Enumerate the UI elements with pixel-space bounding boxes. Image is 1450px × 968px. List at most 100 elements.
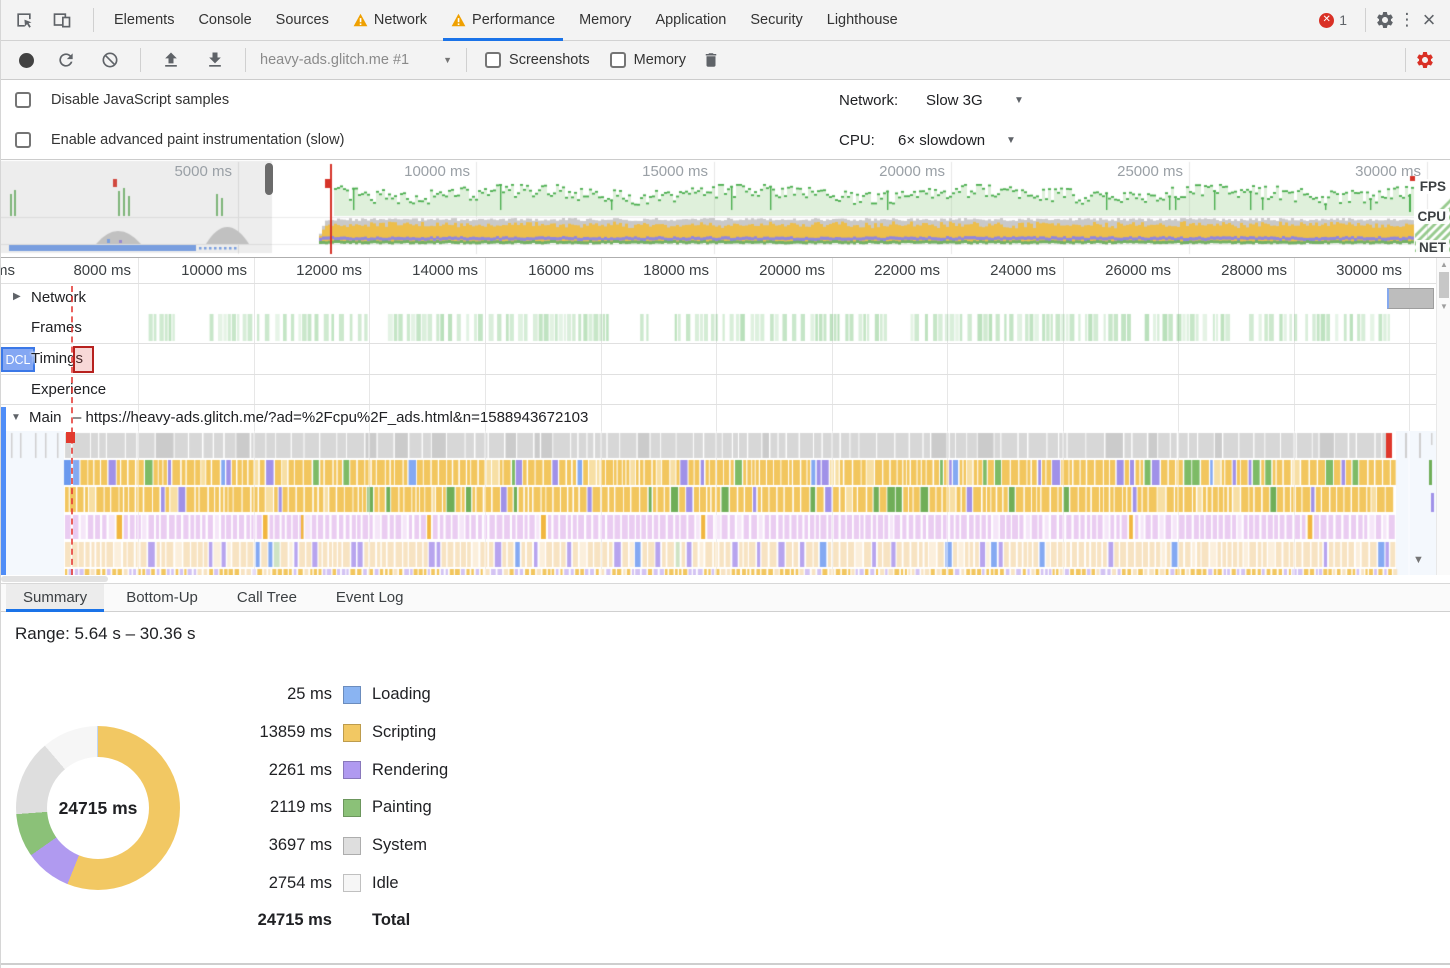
ruler-time-label: 16000 ms [528,262,594,279]
inspect-element-icon[interactable] [13,9,35,31]
dcl-badge-label: DCL [5,352,31,367]
tab-sources[interactable]: Sources [268,0,337,41]
legend-row-idle: 2754 ms Idle [1,864,461,902]
scrollbar-thumb[interactable] [1,576,108,582]
timeline-overview[interactable]: 5000 ms 10000 ms 15000 ms 20000 ms 25000… [1,160,1450,258]
time-gridline [1063,258,1064,575]
scroll-up-icon[interactable]: ▲ [1440,260,1448,269]
tab-application[interactable]: Application [647,0,734,41]
tab-performance[interactable]: Performance [443,0,564,41]
flame-scroll-down-icon[interactable]: ▼ [1413,554,1424,566]
disable-js-samples-row[interactable]: Disable JavaScript samples [1,92,229,108]
summary-range: Range: 5.64 s – 30.36 s [15,624,196,643]
tab-summary[interactable]: Summary [6,584,105,612]
warning-icon [353,13,368,27]
time-gridline [1178,258,1179,575]
profile-select[interactable]: heavy-ads.glitch.me #1 ▼ [254,52,458,68]
close-devtools-icon[interactable]: × [1422,7,1436,32]
network-throttle-select[interactable]: Slow 3G [926,91,983,109]
console-error-badge[interactable]: ✕ 1 [1319,12,1347,28]
divider [466,48,468,72]
timeline-tracks-pane[interactable]: ms 8000 ms 10000 ms 12000 ms 14000 ms 16… [1,258,1450,575]
time-gridline [138,258,139,575]
main-collapse-icon[interactable]: ▼ [11,412,21,423]
capture-settings-gear-icon[interactable] [1414,49,1436,71]
memory-checkbox-row[interactable]: Memory [609,52,686,68]
experience-track-label[interactable]: Experience [31,381,107,398]
advanced-paint-checkbox[interactable] [15,132,31,148]
advanced-paint-row[interactable]: Enable advanced paint instrumentation (s… [1,132,344,148]
tab-event-log[interactable]: Event Log [319,584,421,611]
donut-center-label: 24715 ms [47,757,149,859]
tab-security[interactable]: Security [742,0,810,41]
dcl-marker-badge[interactable]: DCL [1,347,35,372]
frames-track-canvas[interactable] [1,312,1450,343]
disable-js-samples-checkbox[interactable] [15,92,31,108]
summary-donut-chart: 24715 ms [16,726,180,890]
tab-lighthouse[interactable]: Lighthouse [819,0,906,41]
tab-label: Memory [579,12,632,28]
chevron-down-icon[interactable]: ▼ [1014,94,1024,106]
legend-value: 3697 ms [268,836,332,855]
tab-label: Elements [114,12,175,28]
legend-value: 13859 ms [259,723,332,742]
tab-network[interactable]: Network [345,0,435,41]
system-swatch [343,836,361,855]
overview-graph-canvas[interactable] [1,160,1450,257]
more-options-icon[interactable]: ⋮ [1398,10,1416,29]
ruler-time-label-clipped: ms [1,262,15,279]
device-toolbar-icon[interactable] [51,9,73,31]
legend-label: Scripting [372,723,437,742]
memory-checkbox[interactable] [609,52,626,68]
clear-recording-icon[interactable] [99,49,121,71]
cpu-throttle-select[interactable]: 6× slowdown [898,131,986,149]
time-gridline [1294,258,1295,575]
overview-time-label: 10000 ms [404,163,470,180]
screenshots-checkbox[interactable] [485,52,502,68]
tab-memory[interactable]: Memory [571,0,639,41]
network-track-label[interactable]: Network [31,289,87,306]
time-gridline [485,258,486,575]
fcp-marker-flag[interactable] [66,432,75,443]
timing-marker-box[interactable] [73,346,94,373]
record-button[interactable] [19,52,34,68]
main-track-label[interactable]: Main [29,409,62,426]
timings-track-label[interactable]: Timings [31,350,83,367]
divider [93,8,94,32]
tab-call-tree[interactable]: Call Tree [220,584,314,611]
summary-panel: Range: 5.64 s – 30.36 s 24715 ms 25 ms L… [1,612,1450,963]
ruler-time-label: 24000 ms [990,262,1056,279]
overview-selection-handle[interactable] [265,163,273,195]
network-request-bar[interactable] [1387,288,1434,309]
settings-gear-icon[interactable] [1374,9,1396,31]
screenshots-checkbox-row[interactable]: Screenshots [485,52,590,68]
network-expand-icon[interactable]: ▶ [13,291,21,302]
disable-js-samples-label: Disable JavaScript samples [51,92,230,108]
tab-bottom-up[interactable]: Bottom-Up [109,584,215,611]
cpu-label: CPU [1414,209,1449,224]
frames-track-label[interactable]: Frames [31,319,82,336]
legend-total-label: Total [372,911,411,930]
time-gridline [601,258,602,575]
save-profile-icon[interactable] [204,49,226,71]
reload-and-record-icon[interactable] [55,49,77,71]
flame-horizontal-scrollbar[interactable] [1,575,1450,583]
network-throttle-label: Network: [839,91,899,109]
time-gridline [716,258,717,575]
ruler-time-label: 28000 ms [1221,262,1287,279]
tab-console[interactable]: Console [190,0,259,41]
divider [140,48,141,72]
scrollbar-thumb[interactable] [1439,272,1449,298]
tracks-vertical-scrollbar[interactable]: ▲ ▼ [1436,258,1450,575]
load-profile-icon[interactable] [160,49,182,71]
overview-time-label: 20000 ms [879,163,945,180]
garbage-collect-icon[interactable] [700,49,722,71]
tab-elements[interactable]: Elements [106,0,182,41]
error-icon: ✕ [1319,12,1335,28]
chevron-down-icon[interactable]: ▼ [1006,134,1016,146]
scroll-down-icon[interactable]: ▼ [1440,302,1448,311]
main-flamechart-canvas[interactable] [1,431,1450,575]
ruler-time-label: 8000 ms [73,262,131,279]
time-gridline [832,258,833,575]
cpu-throttle-label: CPU: [839,131,875,149]
